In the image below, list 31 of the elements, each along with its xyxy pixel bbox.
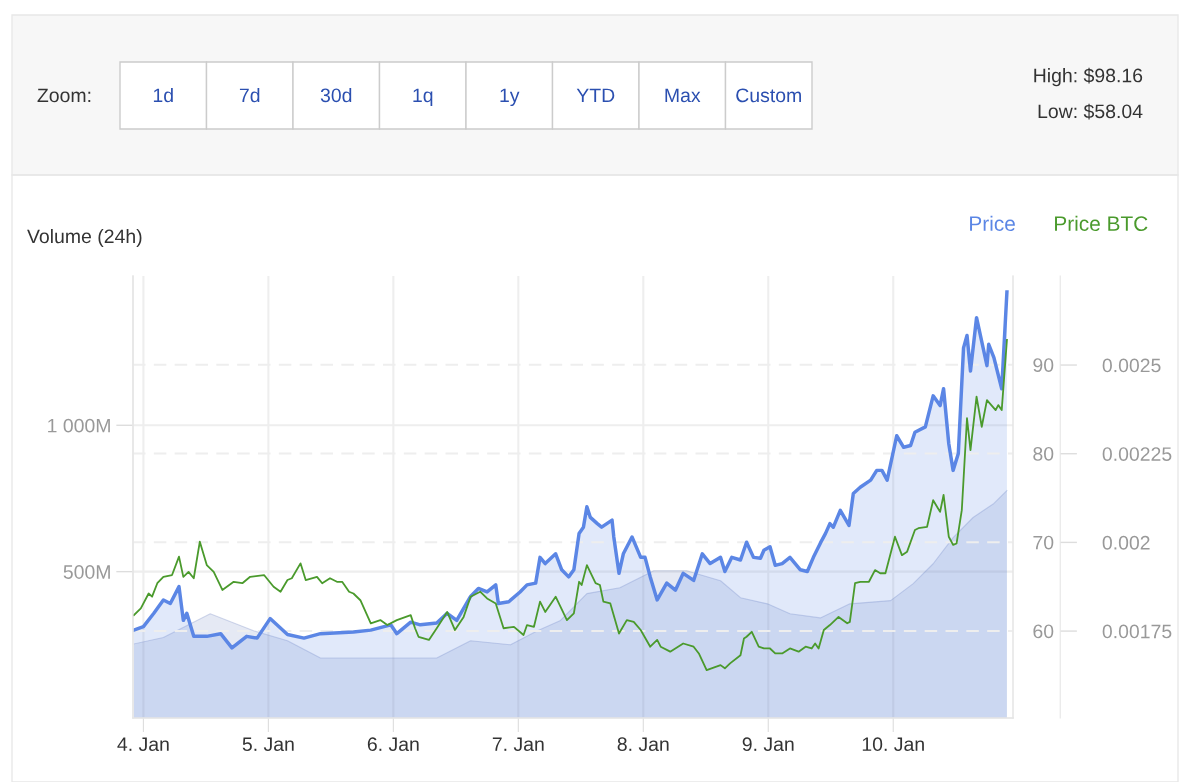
x-tick-label: 5. Jan <box>242 737 294 752</box>
text: Low: $58.04 <box>1038 103 1143 120</box>
text: 1y <box>500 88 520 107</box>
y2-tick-label: 90 <box>1033 358 1054 372</box>
text: Price BTC <box>1055 215 1148 232</box>
text: Custom <box>736 88 801 103</box>
x-tick-label: 8. Jan <box>617 737 669 752</box>
y3-tick-label: 0.00175 <box>1102 624 1172 639</box>
y3-tick-label: 0.0025 <box>1102 358 1161 373</box>
x-tick-label: 6. Jan <box>367 737 419 752</box>
text: 1d <box>153 87 173 103</box>
x-tick-label: 10. Jan <box>862 737 924 752</box>
text: Zoom: <box>37 88 91 103</box>
y3-tick-label: 0.00225 <box>1102 447 1172 461</box>
y-tick-label: 1 000M <box>48 418 110 433</box>
x-tick-label: 4. Jan <box>117 737 169 752</box>
text: 7d <box>239 87 260 103</box>
text: Max <box>665 88 701 103</box>
text: 1q <box>413 88 433 107</box>
y2-tick-label: 80 <box>1033 446 1054 461</box>
x-tick-label: 7. Jan <box>492 737 544 752</box>
text: 30d <box>320 87 352 103</box>
text: YTD <box>576 88 615 103</box>
text: High: $98.16 <box>1034 67 1143 87</box>
y2-tick-label: 70 <box>1033 535 1054 550</box>
y-tick-label: 500M <box>63 565 110 579</box>
y3-tick-label: 0.002 <box>1102 535 1150 550</box>
text: Price <box>970 215 1015 232</box>
x-tick-label: 9. Jan <box>742 737 794 752</box>
y2-tick-label: 60 <box>1033 624 1054 639</box>
y-axis-title: Volume (24h) <box>27 228 142 248</box>
